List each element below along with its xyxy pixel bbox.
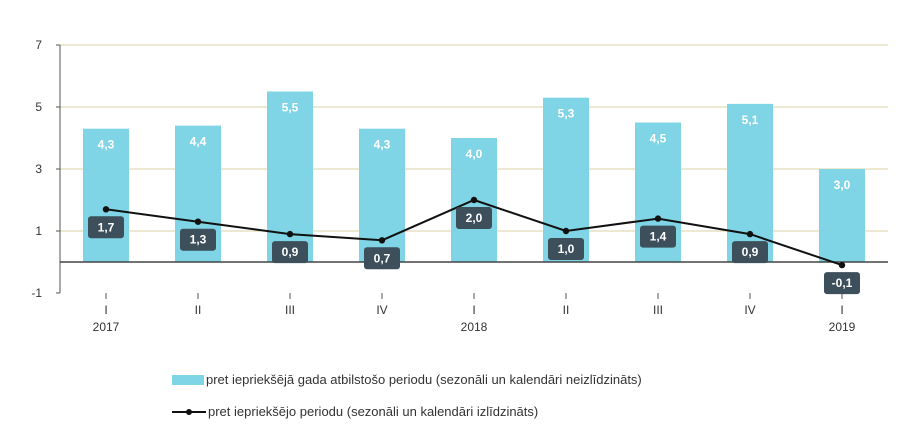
x-tick-label: III	[653, 303, 663, 317]
line-point	[746, 230, 754, 238]
bar-data-label: 4,4	[190, 135, 207, 149]
line-label-box	[180, 228, 216, 251]
bar	[543, 97, 589, 262]
line-point	[838, 261, 846, 269]
line-point	[378, 237, 386, 244]
y-axis: -1 1 3 5 7	[31, 38, 61, 300]
y-tick-label: 7	[35, 38, 42, 52]
y-tick-label: -1	[31, 286, 42, 300]
legend-label-line: pret iepriekšējo periodu (sezonāli un ka…	[208, 404, 539, 419]
line-label-box	[88, 216, 124, 239]
line-label-box	[640, 225, 676, 248]
bar	[83, 128, 129, 262]
bar-data-label: 4,0	[466, 147, 483, 161]
line-label-box	[272, 241, 308, 264]
line-data-label: 2,0	[466, 211, 483, 225]
line-point	[470, 196, 478, 204]
x-tick-label: II	[563, 303, 570, 317]
x-tick-label: I	[104, 303, 107, 317]
y-tick-label: 1	[35, 224, 42, 238]
x-year-label: 2019	[829, 320, 856, 334]
x-tick-label: IV	[376, 303, 387, 317]
line-data-label: 1,4	[650, 230, 667, 244]
line-series: 1,7 1,3 0,9 0,7 2,0 1,0 1,4 0,9 -0,1	[88, 196, 860, 295]
line-label-box	[364, 247, 400, 270]
x-year-label: 2018	[461, 320, 488, 334]
bar-data-label: 3,0	[834, 178, 851, 192]
legend-item-line: pret iepriekšējo periodu (sezonāli un ka…	[172, 404, 538, 419]
line-data-label: 0,7	[374, 251, 391, 265]
bar	[819, 169, 865, 262]
x-tick-label: I	[840, 303, 843, 317]
line-label-box	[824, 272, 860, 295]
line-label-box	[456, 207, 492, 229]
x-tick-label: I	[472, 303, 475, 317]
bar-data-label: 4,3	[374, 138, 391, 152]
line-data-label: 0,9	[742, 245, 759, 259]
bar-data-label: 5,1	[742, 113, 759, 127]
y-tick-label: 3	[35, 162, 42, 176]
line-label-box	[548, 238, 584, 260]
legend-marker-line	[172, 407, 206, 417]
bar	[727, 103, 773, 263]
x-tick-label: III	[285, 303, 295, 317]
x-tick-label: IV	[744, 303, 755, 317]
bar-data-label: 5,5	[282, 101, 299, 115]
x-year-label: 2017	[93, 320, 120, 334]
legend-item-bars: pret iepriekšējā gada atbilstošo periodu…	[172, 372, 642, 387]
line-label-box	[732, 241, 768, 264]
line-data-label: 1,0	[558, 242, 575, 256]
line-data-label: -0,1	[832, 276, 853, 290]
y-tick-label: 5	[35, 100, 42, 114]
line-data-label: 1,7	[98, 220, 115, 234]
bar-data-label: 4,3	[98, 138, 115, 152]
legend-label-bars: pret iepriekšējā gada atbilstošo periodu…	[206, 372, 642, 387]
bar-data-label: 5,3	[558, 107, 575, 121]
legend-swatch-bars	[172, 374, 204, 385]
line-point	[286, 230, 294, 238]
line-point	[194, 218, 202, 225]
line-data-label: 1,3	[190, 233, 207, 247]
line-point	[102, 206, 110, 213]
line-point	[562, 227, 570, 235]
line-point	[654, 215, 662, 222]
line-data-label: 0,9	[282, 245, 299, 259]
bar-data-label: 4,5	[650, 132, 667, 146]
x-tick-label: II	[195, 303, 202, 317]
